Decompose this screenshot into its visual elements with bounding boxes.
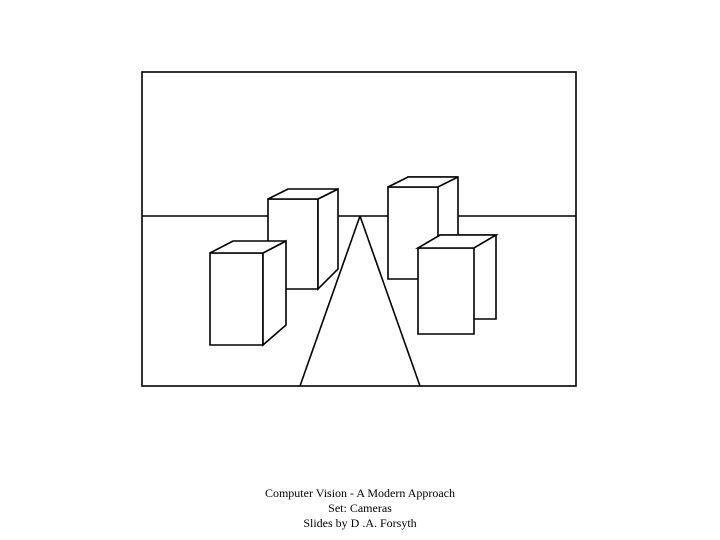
caption-line-3: Slides by D .A. Forsyth	[0, 516, 720, 531]
perspective-diagram	[0, 0, 720, 540]
right-front-box-front	[418, 248, 474, 334]
caption-line-1: Computer Vision - A Modern Approach	[0, 486, 720, 501]
caption-line-2: Set: Cameras	[0, 501, 720, 516]
slide-caption: Computer Vision - A Modern Approach Set:…	[0, 486, 720, 531]
left-front-box-front	[210, 253, 263, 345]
slide: Computer Vision - A Modern Approach Set:…	[0, 0, 720, 540]
diagram-frame	[142, 72, 576, 386]
